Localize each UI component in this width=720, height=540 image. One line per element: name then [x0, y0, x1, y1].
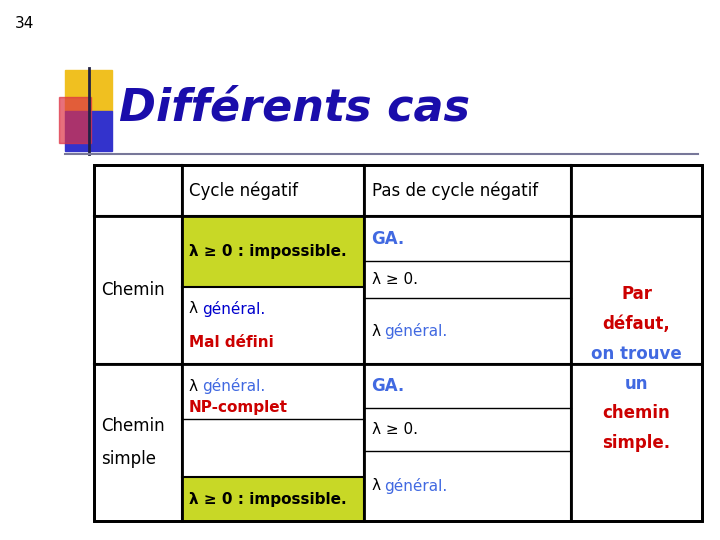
Text: Mal défini: Mal défini — [189, 335, 274, 350]
Bar — [364, 450, 571, 521]
Bar — [182, 477, 364, 521]
Text: Par: Par — [621, 286, 652, 303]
Text: général.: général. — [384, 323, 448, 339]
Bar — [571, 217, 702, 521]
Text: 34: 34 — [14, 16, 34, 31]
Text: simple.: simple. — [603, 434, 670, 452]
Text: défaut,: défaut, — [603, 315, 670, 333]
Text: λ ≥ 0 : impossible.: λ ≥ 0 : impossible. — [189, 245, 346, 259]
Bar — [94, 165, 702, 521]
Bar — [182, 364, 364, 419]
Bar — [364, 217, 571, 261]
Bar — [182, 217, 364, 287]
Text: λ: λ — [372, 323, 385, 339]
Text: un: un — [625, 375, 648, 393]
Text: NP-complet: NP-complet — [189, 401, 288, 415]
Bar — [94, 217, 182, 364]
Text: λ: λ — [189, 379, 203, 394]
Bar — [94, 364, 182, 521]
Bar — [364, 298, 571, 364]
Bar — [94, 165, 702, 521]
Text: simple: simple — [101, 450, 156, 468]
Bar — [59, 97, 91, 143]
Bar — [182, 419, 364, 477]
Bar — [571, 217, 702, 364]
Text: Différents cas: Différents cas — [119, 86, 470, 130]
Bar — [65, 70, 112, 111]
Bar — [364, 261, 571, 298]
Text: Chemin: Chemin — [101, 417, 164, 435]
Text: λ: λ — [189, 301, 203, 316]
Text: λ ≥ 0.: λ ≥ 0. — [372, 422, 418, 437]
Text: λ ≥ 0 : impossible.: λ ≥ 0 : impossible. — [189, 491, 346, 507]
Bar — [364, 364, 571, 408]
Text: général.: général. — [202, 301, 265, 317]
Text: λ ≥ 0.: λ ≥ 0. — [372, 272, 418, 287]
Bar — [94, 165, 702, 217]
Text: Chemin: Chemin — [101, 281, 164, 299]
Bar — [182, 287, 364, 365]
Text: λ: λ — [372, 478, 385, 494]
Bar — [364, 408, 571, 450]
Text: chemin: chemin — [603, 404, 670, 422]
Bar — [65, 111, 112, 151]
Text: général.: général. — [384, 478, 448, 494]
Text: Pas de cycle négatif: Pas de cycle négatif — [372, 181, 538, 200]
Text: GA.: GA. — [372, 230, 405, 247]
Text: général.: général. — [202, 379, 265, 394]
Text: GA.: GA. — [372, 377, 405, 395]
Text: on trouve: on trouve — [591, 345, 682, 363]
Text: Cycle négatif: Cycle négatif — [189, 181, 298, 200]
